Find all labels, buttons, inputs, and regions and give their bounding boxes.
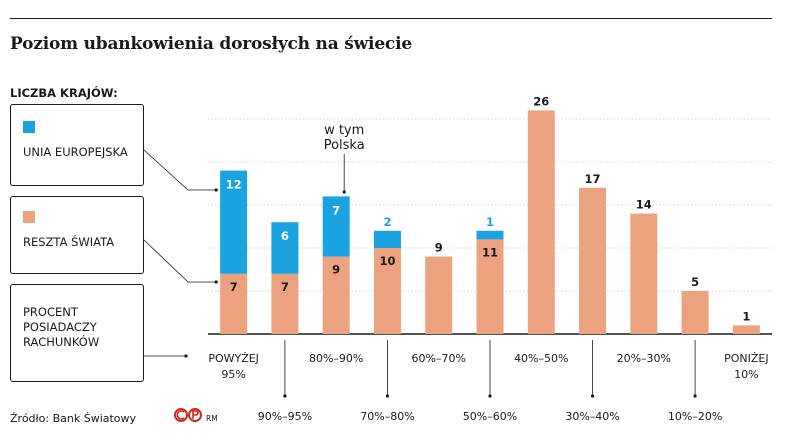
source-note: Źródło: Bank Światowy	[10, 412, 137, 425]
legend-percent-label: PROCENT POSIADACZY RACHUNKÓW	[23, 305, 100, 349]
bar-segment-rest	[681, 291, 709, 334]
bar-segment-eu	[271, 222, 299, 274]
legend-eu-connector	[143, 149, 217, 191]
legend-rest-box: RESZTA ŚWIATA	[10, 196, 144, 274]
publisher-logo	[174, 408, 202, 422]
value-label-eu: 2	[383, 215, 391, 229]
x-tick-label: 95%	[221, 368, 245, 381]
legend-eu-label: UNIA EUROPEJSKA	[23, 145, 128, 159]
x-tick-label: POWYŻEJ	[208, 352, 259, 365]
legend-rest-connector	[143, 239, 217, 283]
value-label-rest: 1	[742, 309, 750, 323]
legend-rest-label: RESZTA ŚWIATA	[23, 235, 115, 249]
x-tick-dot	[385, 394, 390, 398]
value-label-rest: 7	[230, 280, 238, 294]
value-label-rest: 7	[281, 280, 289, 294]
bar-segment-rest	[271, 273, 299, 334]
legend-eu-connector-dot	[214, 188, 218, 192]
bar-segment-eu	[373, 230, 401, 248]
bar-segment-rest	[476, 239, 504, 334]
bar-segment-rest	[527, 110, 555, 335]
legend-rest-connector-dot	[214, 280, 218, 284]
author-initials: RM	[206, 414, 218, 423]
x-tick-label: 90%–95%	[258, 410, 312, 423]
legend-rest-swatch	[23, 211, 35, 223]
x-tick-label: 60%–70%	[412, 352, 466, 365]
legend-percent-connector-dot	[184, 354, 188, 358]
bar-segment-rest	[579, 187, 607, 334]
annotation-pointer-dot	[342, 190, 346, 194]
bar-segment-eu	[476, 230, 504, 240]
value-label-rest: 26	[533, 94, 549, 108]
value-label-eu: 6	[281, 229, 289, 243]
value-label-rest: 9	[435, 241, 443, 255]
value-label-rest: 10	[379, 254, 395, 268]
x-tick-label: 70%–80%	[360, 410, 414, 423]
value-label-rest: 14	[636, 198, 652, 212]
chart-title: Poziom ubankowienia dorosłych na świecie	[10, 34, 412, 54]
x-tick-label: 10%–20%	[668, 410, 722, 423]
bar-segment-rest	[425, 256, 453, 334]
legend-percent-box: PROCENT POSIADACZY RACHUNKÓW	[10, 284, 144, 382]
x-tick-label: 20%–30%	[617, 352, 671, 365]
legend-heading: LICZBA KRAJÓW:	[10, 86, 118, 100]
x-tick-label: PONIŻEJ	[724, 352, 769, 365]
value-label-rest: 17	[585, 172, 601, 186]
x-tick-dot	[590, 394, 595, 398]
annotation-text: w tym	[324, 123, 364, 138]
x-tick-dot	[693, 394, 697, 398]
legend-eu-box: UNIA EUROPEJSKA	[10, 104, 144, 186]
x-tick-label: 40%–50%	[514, 352, 568, 365]
value-label-eu: 7	[332, 203, 340, 217]
value-label-rest: 5	[691, 275, 699, 289]
bar-segment-rest	[220, 273, 248, 334]
bar-segment-eu	[220, 170, 248, 274]
x-tick-label: 30%–40%	[565, 410, 619, 423]
x-tick-dot	[488, 394, 492, 398]
value-label-rest: 11	[482, 245, 498, 259]
value-label-eu: 1	[486, 215, 494, 229]
x-tick-dot	[283, 394, 287, 398]
x-tick-label: 10%	[734, 368, 758, 381]
bar-segment-rest	[732, 325, 760, 334]
bar-segment-rest	[373, 248, 401, 334]
bar-segment-rest	[630, 213, 658, 334]
x-tick-label: 80%–90%	[309, 352, 363, 365]
legend-eu-swatch	[23, 121, 35, 133]
annotation-text: Polska	[324, 138, 365, 153]
value-label-eu: 12	[226, 178, 242, 192]
value-label-rest: 9	[332, 263, 340, 277]
bar-segment-eu	[322, 196, 350, 257]
top-rule	[10, 18, 772, 19]
x-tick-label: 50%–60%	[463, 410, 517, 423]
bar-segment-rest	[322, 256, 350, 334]
